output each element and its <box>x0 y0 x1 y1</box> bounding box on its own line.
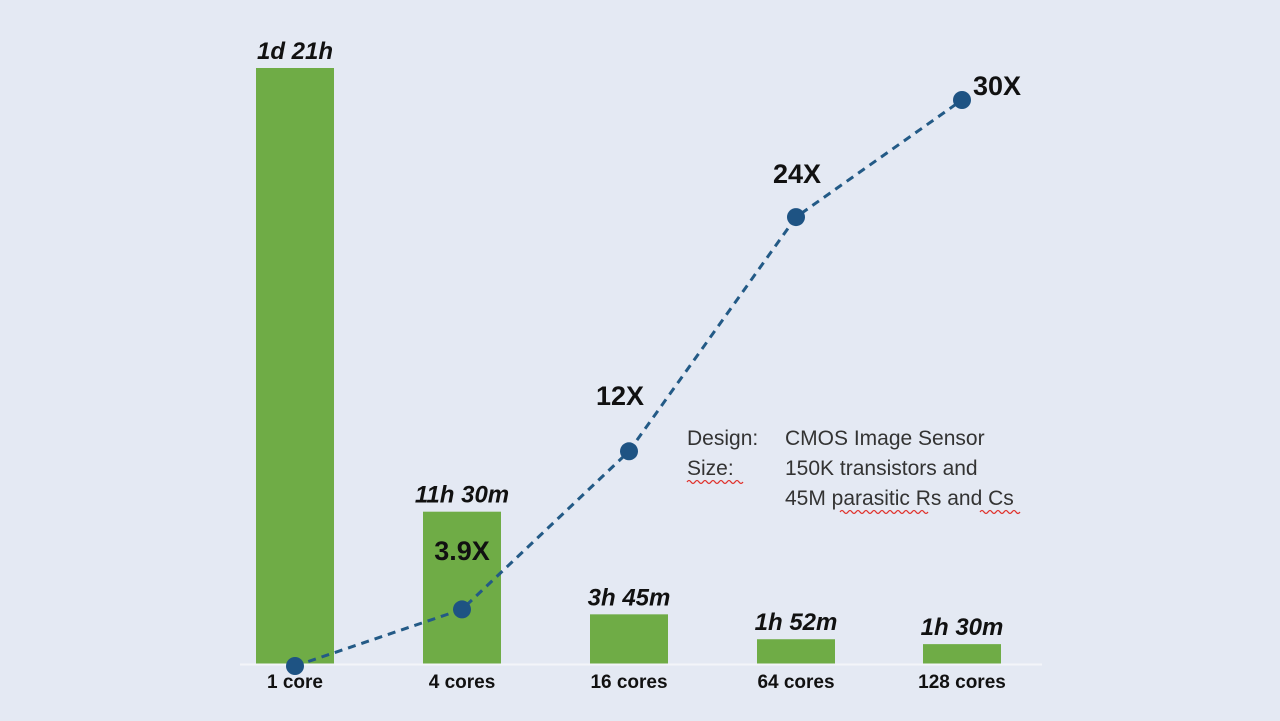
category-label: 4 cores <box>429 672 496 693</box>
bar-time-label: 1h 52m <box>755 609 838 636</box>
speedup-label: 24X <box>773 159 821 189</box>
speedup-markers <box>286 91 971 675</box>
bar-0 <box>256 68 334 664</box>
design-label: Design: <box>687 427 758 450</box>
category-label: 128 cores <box>918 672 1006 693</box>
bar-time-label: 3h 45m <box>588 584 671 611</box>
speedup-label: 30X <box>973 71 1021 101</box>
speedup-label: 12X <box>596 381 644 411</box>
bars-layer <box>256 68 1001 664</box>
category-label: 16 cores <box>590 672 667 693</box>
category-labels: 1 core 4 cores 16 cores 64 cores 128 cores <box>267 672 1006 693</box>
bar-time-label: 1d 21h <box>257 38 333 65</box>
speedup-labels: 3.9X 12X 24X 30X <box>434 71 1021 566</box>
time-labels: 1d 21h 11h 30m 3h 45m 1h 52m 1h 30m <box>257 38 1003 641</box>
bar-3 <box>757 639 835 664</box>
size-value-line-2: 45M parasitic Rs and Cs <box>785 487 1014 510</box>
design-value: CMOS Image Sensor <box>785 427 985 450</box>
speedup-point <box>453 600 471 619</box>
category-label: 64 cores <box>757 672 834 693</box>
size-label: Size: <box>687 457 734 480</box>
speedup-point <box>286 657 304 675</box>
bar-time-label: 1h 30m <box>921 614 1004 641</box>
speedup-point <box>787 208 805 227</box>
design-note: Design: CMOS Image Sensor Size: 150K tra… <box>686 427 1021 515</box>
speedup-point <box>953 91 971 109</box>
category-label: 1 core <box>267 672 323 693</box>
bar-4 <box>923 644 1001 664</box>
bar-time-label: 11h 30m <box>415 482 509 509</box>
speedup-label: 3.9X <box>434 536 490 566</box>
bar-1 <box>423 511 501 664</box>
bar-2 <box>590 614 668 664</box>
speedup-point <box>620 442 638 461</box>
spellcheck-underline <box>839 509 929 515</box>
size-value-line-1: 150K transistors and <box>785 457 978 480</box>
spellcheck-underline <box>979 509 1021 515</box>
spellcheck-underline <box>686 479 744 485</box>
